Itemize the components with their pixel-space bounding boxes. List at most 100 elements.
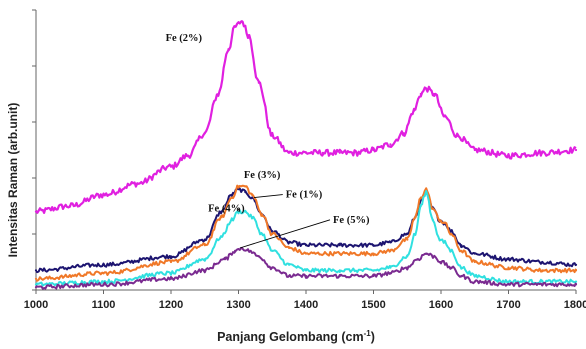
data-point (244, 185, 247, 188)
data-point (288, 263, 291, 266)
data-point (507, 258, 510, 261)
series-annotation: Fe (2%) (166, 33, 203, 44)
data-point (473, 148, 476, 152)
data-point (271, 232, 274, 236)
data-point (416, 258, 419, 261)
data-point (406, 232, 409, 236)
x-axis-label-superscript: -1 (364, 329, 372, 338)
data-point (203, 132, 206, 135)
data-point (169, 272, 173, 275)
data-point (237, 188, 240, 191)
data-point (321, 151, 324, 154)
data-point (425, 252, 428, 255)
data-point (438, 238, 441, 241)
data-point (541, 260, 544, 264)
data-point (102, 283, 105, 286)
data-point (220, 235, 223, 238)
data-point (450, 232, 453, 236)
series-annotation: Fe (3%) (244, 170, 281, 181)
data-point (271, 134, 274, 138)
data-point (34, 283, 38, 286)
data-point (234, 25, 237, 28)
data-point (271, 230, 274, 233)
data-point (247, 34, 250, 37)
data-point (34, 269, 38, 272)
data-point (406, 255, 409, 258)
x-tick-label: 1500 (361, 299, 385, 311)
data-point (414, 232, 417, 236)
data-point (169, 165, 173, 168)
series-annotation: Fe (4%) (208, 204, 245, 215)
data-point (230, 218, 233, 222)
x-tick-label: 1800 (564, 299, 586, 311)
x-tick-label: 1400 (294, 299, 318, 311)
data-point (244, 190, 247, 194)
data-point (250, 193, 254, 196)
data-point (169, 277, 173, 280)
data-point (574, 269, 578, 272)
x-tick-label: 1700 (496, 299, 520, 311)
data-point (271, 249, 274, 252)
x-tick-label: 1300 (226, 299, 250, 311)
data-point (338, 244, 341, 247)
data-point (203, 244, 206, 247)
data-point (261, 213, 264, 216)
data-point (389, 266, 392, 269)
data-point (247, 249, 250, 252)
data-point (230, 196, 233, 199)
data-point (257, 255, 260, 258)
data-point (541, 269, 544, 272)
x-ticks: 1000 1100 1200 1300 1400 1500 1600 1700 1800 (24, 290, 586, 311)
data-point (34, 286, 38, 289)
data-point (419, 196, 422, 199)
data-point (338, 269, 341, 272)
data-point (460, 249, 463, 252)
data-point (234, 249, 237, 252)
data-point (541, 280, 544, 283)
data-point (412, 109, 416, 112)
data-point (102, 193, 105, 196)
data-point (460, 266, 463, 269)
data-point (355, 151, 358, 154)
data-point (541, 283, 544, 286)
data-point (288, 274, 291, 278)
series-fe-2 (34, 20, 578, 214)
data-point (203, 269, 206, 272)
data-point (372, 148, 375, 152)
data-point (460, 274, 463, 278)
data-point (574, 148, 578, 152)
data-point (431, 207, 434, 210)
series-fe-4 (34, 190, 578, 287)
data-point (271, 266, 274, 269)
data-point (102, 263, 105, 266)
data-point (102, 272, 105, 275)
data-point (169, 260, 173, 264)
data-point (507, 280, 510, 283)
data-point (450, 249, 453, 252)
data-point (34, 210, 38, 213)
data-point (304, 244, 308, 247)
data-point (438, 218, 441, 222)
data-point (419, 92, 422, 96)
data-point (473, 252, 476, 255)
data-point (450, 266, 453, 269)
data-point (223, 258, 227, 261)
x-tick-label: 1100 (92, 299, 116, 311)
data-point (203, 238, 206, 241)
data-point (389, 249, 392, 252)
data-point (250, 196, 254, 199)
data-point (406, 266, 409, 269)
data-point (372, 244, 375, 247)
x-axis-label: Panjang Gelombang (cm-1) (217, 329, 375, 344)
data-point (186, 154, 189, 157)
data-point (439, 260, 443, 264)
series-line (35, 247, 577, 290)
data-point (473, 260, 476, 264)
data-point (203, 258, 206, 261)
series-fe-5 (34, 246, 578, 290)
data-point (425, 87, 428, 90)
data-point (574, 283, 578, 286)
x-axis-label-tail: ) (371, 330, 375, 344)
data-point (250, 216, 254, 219)
